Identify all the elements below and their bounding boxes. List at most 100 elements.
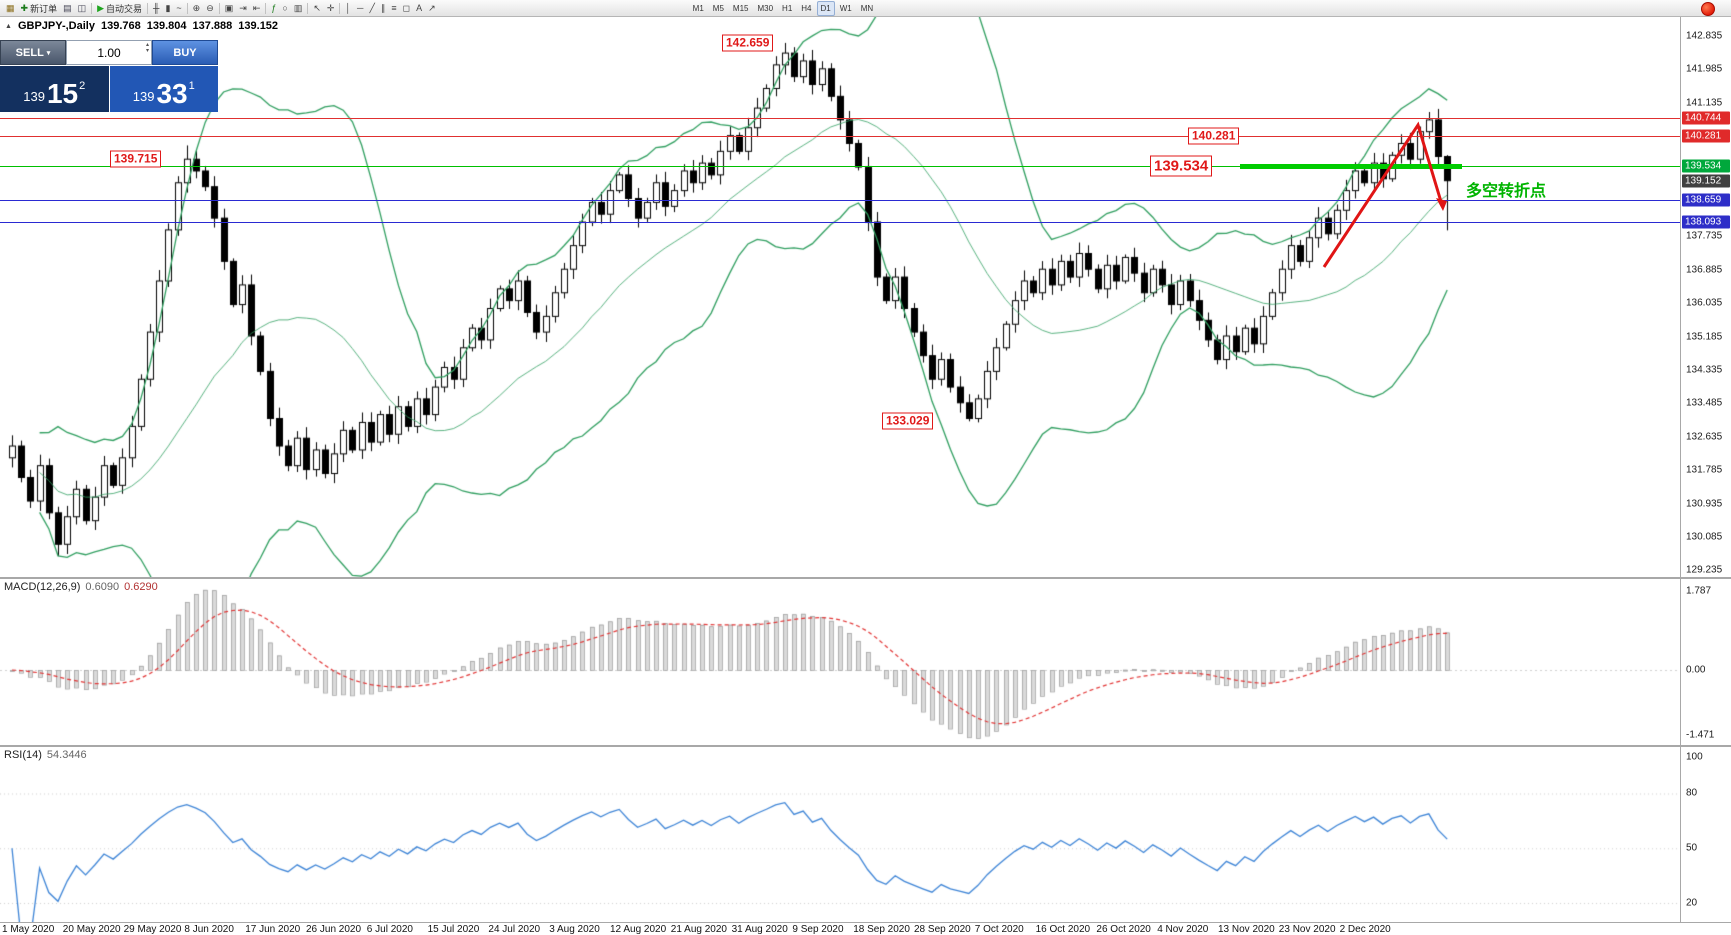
price-flag[interactable]: 139.715 xyxy=(110,150,162,168)
trendline-icon: ╱ xyxy=(369,2,375,13)
horizontal-level-line[interactable] xyxy=(0,165,1680,167)
fibonacci-icon[interactable]: ≡ xyxy=(388,1,399,15)
date-label: 15 Jul 2020 xyxy=(427,924,480,935)
new-order-plus-icon: ✚ xyxy=(20,2,29,13)
sell-price-display[interactable]: 139 15 2 xyxy=(0,66,109,112)
date-label: 16 Oct 2020 xyxy=(1035,924,1091,935)
price-axis-badge[interactable]: 140.744 xyxy=(1682,111,1730,125)
timeframe-w1[interactable]: W1 xyxy=(839,3,852,13)
horizontal-line-icon: ─ xyxy=(357,2,364,13)
date-label: 28 Sep 2020 xyxy=(914,924,971,935)
horizontal-level-line[interactable] xyxy=(0,222,1680,224)
pane-separator[interactable] xyxy=(0,745,1731,747)
price-axis-badge[interactable]: 138.659 xyxy=(1682,193,1730,207)
date-label: 3 Aug 2020 xyxy=(549,924,600,935)
cursor-icon[interactable]: ↖ xyxy=(310,1,324,15)
arrow-tools-icon[interactable]: ↗ xyxy=(425,1,439,15)
price-axis-label: 131.785 xyxy=(1686,464,1723,476)
spinner-down-icon[interactable]: ▾ xyxy=(145,48,149,54)
indicators-icon[interactable]: ƒ xyxy=(268,1,279,15)
price-flag[interactable]: 133.029 xyxy=(882,412,934,430)
price-flag[interactable]: 139.534 xyxy=(1150,155,1213,177)
tile-windows-icon: ▣ xyxy=(224,2,234,13)
horizontal-level-line[interactable] xyxy=(0,118,1680,120)
timeframe-m1[interactable]: M1 xyxy=(692,3,704,13)
periods-icon[interactable]: ○ xyxy=(279,1,290,15)
support-highlight-line[interactable] xyxy=(1240,163,1462,169)
fibonacci-icon: ≡ xyxy=(391,2,397,13)
horizontal-level-line[interactable] xyxy=(0,136,1680,138)
date-label: 23 Nov 2020 xyxy=(1278,924,1336,935)
turning-point-annotation[interactable]: 多空转折点 xyxy=(1466,183,1547,200)
auto-trading-button[interactable]: ▶ 自动交易 xyxy=(94,1,145,15)
macd-signal-value: 0.6290 xyxy=(124,581,158,593)
bars-chart-icon[interactable]: ╫ xyxy=(150,1,162,15)
horizontal-level-line[interactable] xyxy=(0,200,1680,202)
text-icon[interactable]: A xyxy=(413,1,425,15)
templates-icon[interactable]: ▥ xyxy=(291,1,306,15)
chevron-down-icon: ▾ xyxy=(46,49,51,57)
price-axis-label: 133.485 xyxy=(1686,397,1723,409)
horizontal-line-icon[interactable]: ─ xyxy=(354,1,366,15)
timeframe-m5[interactable]: M5 xyxy=(712,3,724,13)
toolbar-separator xyxy=(307,2,309,14)
rsi-pane-canvas[interactable] xyxy=(0,747,1680,922)
zoom-out-icon[interactable]: ⊖ xyxy=(203,1,217,15)
buy-price-pips: 33 xyxy=(156,78,188,109)
new-order-button-label: 新订单 xyxy=(30,3,58,14)
auto-scroll-icon[interactable]: ⇥ xyxy=(236,1,250,15)
buy-price-display[interactable]: 139 33 1 xyxy=(109,66,218,112)
date-label: 12 Aug 2020 xyxy=(610,924,667,935)
crosshair-icon[interactable]: ✛ xyxy=(324,1,338,15)
trendline-icon[interactable]: ╱ xyxy=(366,1,377,15)
profiles-icon: ◫ xyxy=(77,2,87,13)
vertical-line-icon[interactable]: │ xyxy=(342,1,354,15)
candlestick-chart-icon[interactable]: ▮ xyxy=(162,1,173,15)
price-axis-badge[interactable]: 138.093 xyxy=(1682,215,1730,229)
volume-input[interactable]: 1.00 ▴ ▾ xyxy=(66,40,152,65)
cursor-icon: ↖ xyxy=(313,2,321,13)
main-chart-canvas[interactable] xyxy=(0,17,1680,577)
volume-spinner[interactable]: ▴ ▾ xyxy=(146,42,149,54)
date-label: 21 Aug 2020 xyxy=(670,924,727,935)
terminal-icon[interactable]: ▦ xyxy=(3,1,18,15)
date-label: 26 Oct 2020 xyxy=(1096,924,1151,935)
toolbar-separator xyxy=(91,2,93,14)
macd-pane-canvas[interactable] xyxy=(0,579,1680,745)
line-chart-icon: ~ xyxy=(176,2,182,13)
sell-price-pips: 15 xyxy=(46,78,79,109)
timeframe-h4[interactable]: H4 xyxy=(801,3,812,13)
vertical-line-icon: │ xyxy=(345,2,352,13)
pane-separator[interactable] xyxy=(0,577,1731,579)
chart-shift-icon[interactable]: ⇤ xyxy=(250,1,264,15)
zoom-in-icon[interactable]: ⊕ xyxy=(190,1,204,15)
price-axis-badge[interactable]: 140.281 xyxy=(1682,129,1730,143)
collapse-icon[interactable]: ▲ xyxy=(5,22,12,30)
profiles-icon[interactable]: ◫ xyxy=(75,1,90,15)
date-label: 9 Sep 2020 xyxy=(792,924,844,935)
spinner-up-icon[interactable]: ▴ xyxy=(145,42,149,48)
rsi-label: RSI(14) 54.3446 xyxy=(4,749,87,761)
sell-button[interactable]: SELL ▾ xyxy=(0,40,66,65)
tile-windows-icon[interactable]: ▣ xyxy=(222,1,237,15)
timeframe-m30[interactable]: M30 xyxy=(757,3,774,13)
chart-windows-icon[interactable]: ▤ xyxy=(60,1,75,15)
candlestick-chart-icon: ▮ xyxy=(165,2,171,13)
timeframe-m15[interactable]: M15 xyxy=(732,3,749,13)
price-flag[interactable]: 140.281 xyxy=(1188,127,1240,145)
price-flag[interactable]: 142.659 xyxy=(722,34,774,52)
shapes-icon[interactable]: ◻ xyxy=(400,1,413,15)
line-chart-icon[interactable]: ~ xyxy=(173,1,184,15)
buy-button[interactable]: BUY xyxy=(152,40,218,65)
macd-main-value: 0.6090 xyxy=(85,581,120,593)
new-order-button[interactable]: ✚ 新订单 xyxy=(18,1,61,15)
symbol-title: GBPJPY-,Daily xyxy=(17,20,95,32)
date-label: 29 May 2020 xyxy=(123,924,182,935)
price-axis-badge[interactable]: 139.152 xyxy=(1682,174,1730,188)
timeframe-h1[interactable]: H1 xyxy=(782,3,793,13)
channel-icon[interactable]: ∥ xyxy=(378,1,389,15)
price-axis-label: 132.635 xyxy=(1686,431,1723,443)
price-axis-badge[interactable]: 139.534 xyxy=(1682,159,1730,173)
timeframe-mn[interactable]: MN xyxy=(860,3,874,13)
timeframe-d1[interactable]: D1 xyxy=(816,0,835,16)
